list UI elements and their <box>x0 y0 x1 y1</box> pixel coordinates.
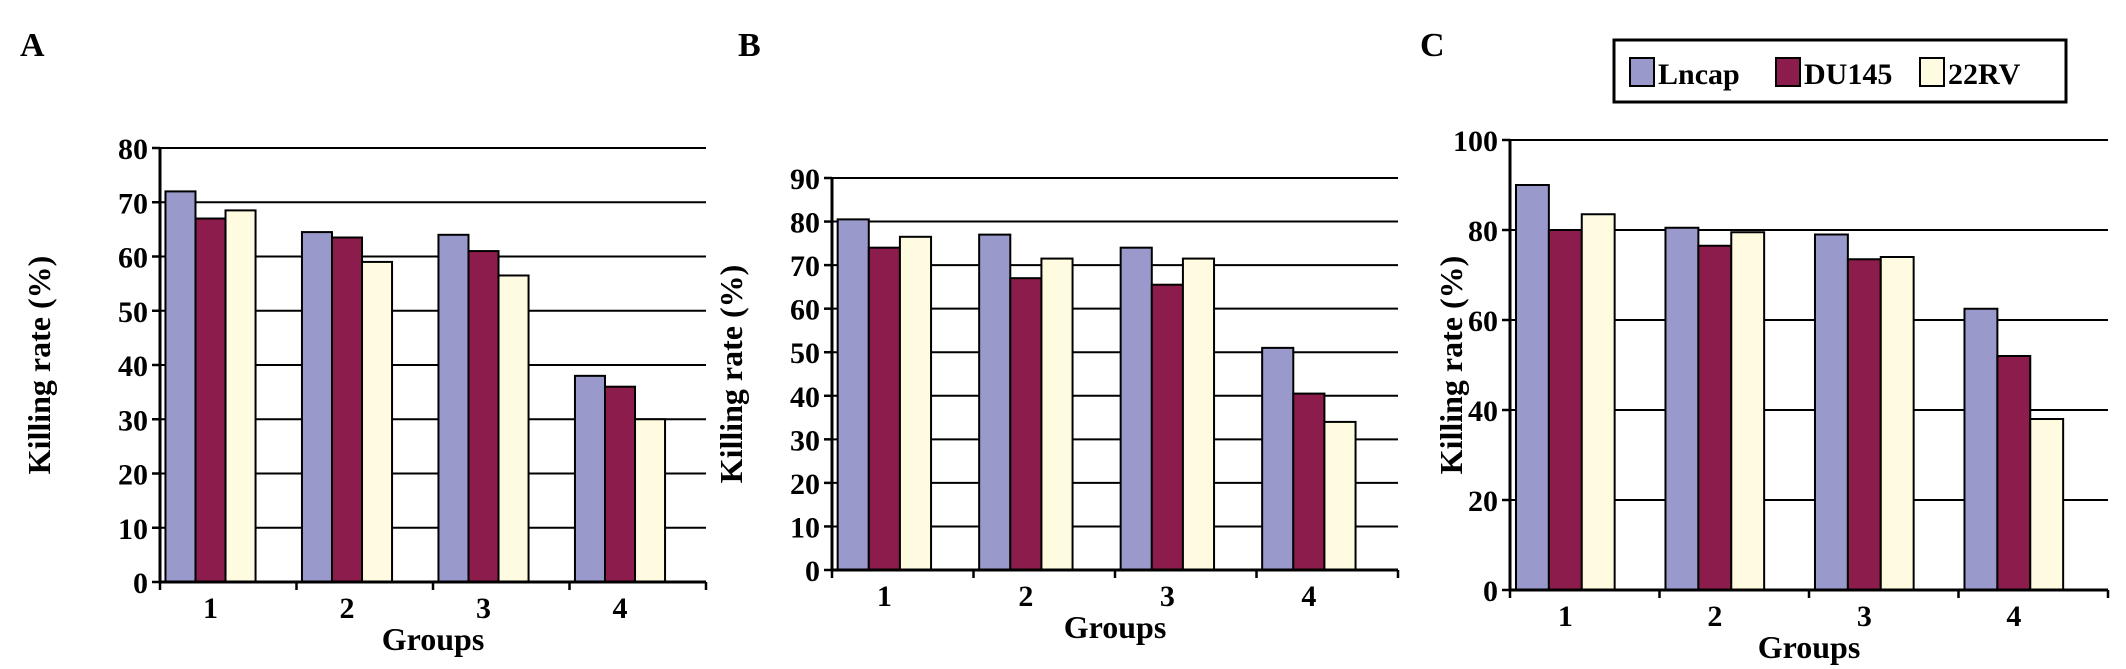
bar-lncap-group-3 <box>437 233 470 584</box>
legend-swatch-22rv <box>1919 57 1945 87</box>
y-tick-label: 80 <box>118 133 148 166</box>
y-tick-label: 20 <box>790 468 820 501</box>
y-axis-title: Killing rate (%) <box>713 265 749 484</box>
y-tick-label: 50 <box>118 296 148 329</box>
bar-du145-group-1 <box>867 246 901 571</box>
y-tick-label: 60 <box>1468 305 1498 338</box>
bar-lncap-group-4 <box>573 374 606 583</box>
y-tick-label: 0 <box>133 567 148 600</box>
bar-du145-group-4 <box>1292 392 1326 571</box>
y-axis-title: Killing rate (%) <box>21 256 57 475</box>
bar-du145-group-1 <box>1547 229 1583 591</box>
x-tick-label: 4 <box>1301 580 1316 613</box>
legend-label-du145: DU145 <box>1804 58 1892 91</box>
bar-22rv-group-4 <box>634 418 667 583</box>
bar-du145-group-3 <box>467 250 500 583</box>
legend-swatch-lncap <box>1629 57 1655 87</box>
bar-du145-group-3 <box>1846 258 1882 591</box>
y-tick-label: 0 <box>805 555 820 588</box>
legend-swatch-du145 <box>1775 57 1801 87</box>
y-tick-label: 20 <box>1468 485 1498 518</box>
y-tick-label: 30 <box>790 424 820 457</box>
bar-lncap-group-1 <box>1514 184 1550 591</box>
legend-label-lncap: Lncap <box>1658 58 1740 91</box>
y-tick-label: 80 <box>1468 215 1498 248</box>
bar-22rv-group-3 <box>1879 256 1915 591</box>
x-tick-label: 4 <box>2006 600 2021 633</box>
y-tick-label: 40 <box>1468 395 1498 428</box>
bar-du145-group-3 <box>1150 283 1184 571</box>
bar-lncap-group-2 <box>978 233 1012 571</box>
bar-du145-group-4 <box>603 385 637 584</box>
legend: Lncap DU145 22RV <box>1612 38 2068 104</box>
y-tick-label: 70 <box>790 250 820 283</box>
bar-lncap-group-4 <box>1963 307 1999 591</box>
x-tick-label: 2 <box>1707 600 1722 633</box>
x-axis-title: Groups <box>382 621 485 657</box>
x-axis-title: Groups <box>1758 629 1861 665</box>
x-tick-label: 1 <box>877 580 892 613</box>
bar-lncap-group-4 <box>1261 346 1295 571</box>
legend-label-22rv: 22RV <box>1948 58 2021 91</box>
bar-22rv-group-2 <box>1730 231 1766 591</box>
panel-label-a: A <box>20 27 45 64</box>
bar-22rv-group-1 <box>898 235 933 572</box>
x-tick-label: 2 <box>340 592 355 625</box>
legend-box <box>1612 38 2068 104</box>
panel-label-c: C <box>1420 27 1445 64</box>
x-tick-label: 3 <box>1857 600 1872 633</box>
bar-lncap-group-2 <box>1664 226 1700 591</box>
y-tick-label: 90 <box>790 163 820 196</box>
chart-panel-a: 0 10 20 30 40 50 60 70 80 1 2 3 4 Groups Killing rate … <box>21 133 708 657</box>
y-tick-label: 40 <box>118 350 148 383</box>
bar-22rv-group-4 <box>1323 420 1357 571</box>
chart-panel-c: 0 20 40 60 80 100 1 2 3 4 Groups Killing rate (%) <box>1433 125 2110 665</box>
bar-du145-group-2 <box>1009 277 1043 571</box>
x-tick-label: 1 <box>203 592 218 625</box>
bar-lncap-group-1 <box>164 190 197 583</box>
bar-lncap-group-3 <box>1813 233 1849 591</box>
bar-22rv-group-3 <box>497 274 530 583</box>
chart-panel-b: 0 10 20 30 40 50 60 70 80 90 1 2 3 4 Groups Killing rat… <box>713 163 1400 645</box>
x-tick-label: 3 <box>476 592 491 625</box>
y-tick-label: 40 <box>790 381 820 414</box>
bar-du145-group-2 <box>1697 244 1733 591</box>
panel-label-b: B <box>738 27 761 64</box>
x-axis-title: Groups <box>1064 609 1167 645</box>
bar-22rv-group-1 <box>224 209 257 583</box>
y-tick-label: 10 <box>790 511 820 544</box>
y-tick-label: 80 <box>790 207 820 240</box>
y-tick-label: 50 <box>790 337 820 370</box>
bar-22rv-group-3 <box>1181 257 1216 571</box>
bar-lncap-group-2 <box>300 231 333 583</box>
bar-lncap-group-3 <box>1119 246 1153 571</box>
y-tick-label: 60 <box>118 242 148 275</box>
y-tick-label: 100 <box>1453 125 1498 158</box>
y-tick-label: 10 <box>118 513 148 546</box>
x-tick-label: 3 <box>1160 580 1175 613</box>
bar-22rv-group-4 <box>2029 418 2065 591</box>
y-tick-label: 70 <box>118 187 148 220</box>
bar-22rv-group-1 <box>1580 213 1616 591</box>
y-tick-label: 30 <box>118 404 148 437</box>
bar-lncap-group-1 <box>836 218 870 571</box>
bar-du145-group-4 <box>1996 355 2032 591</box>
x-tick-label: 1 <box>1558 600 1573 633</box>
bar-du145-group-2 <box>330 236 364 583</box>
y-tick-label: 60 <box>790 294 820 327</box>
bar-22rv-group-2 <box>1040 257 1074 571</box>
bar-22rv-group-2 <box>361 260 394 583</box>
y-tick-label: 20 <box>118 459 148 492</box>
y-tick-label: 0 <box>1483 575 1498 608</box>
y-axis-title: Killing rate (%) <box>1433 256 1469 475</box>
x-tick-label: 4 <box>613 592 628 625</box>
bar-du145-group-1 <box>194 217 227 583</box>
x-tick-label: 2 <box>1018 580 1033 613</box>
